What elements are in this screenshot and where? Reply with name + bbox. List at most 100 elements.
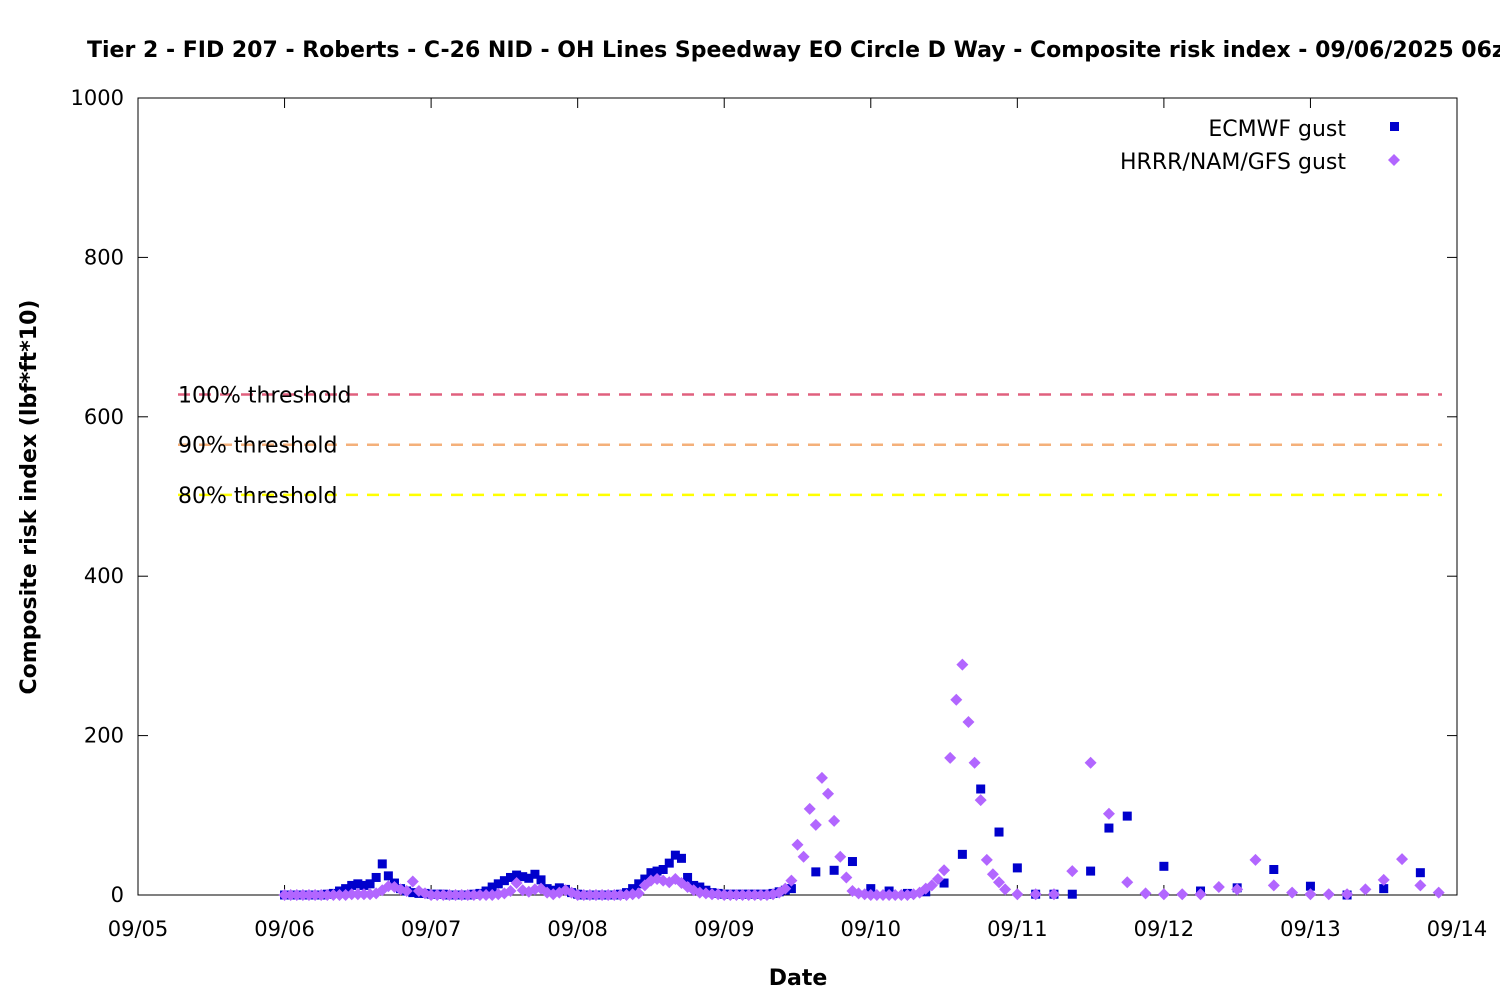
x-tick-label: 09/08: [547, 917, 608, 941]
hrrr-point: [608, 889, 621, 901]
hrrr-point: [1102, 807, 1115, 820]
threshold-lines: 100% threshold 90% threshold 80% threshold: [178, 383, 1442, 509]
ecmwf-point: [646, 868, 656, 878]
hrrr-point: [718, 889, 731, 901]
hrrr-point: [1377, 873, 1390, 886]
ecmwf-point: [866, 884, 876, 894]
hrrr-point: [577, 889, 590, 901]
ecmwf-point: [1415, 868, 1425, 878]
hrrr-point: [1121, 876, 1134, 889]
hrrr-point: [467, 889, 480, 901]
hrrr-point: [840, 871, 853, 884]
hrrr-point: [736, 889, 749, 901]
hrrr-point: [889, 889, 902, 901]
threshold-label: 90% threshold: [178, 434, 338, 459]
hrrr-point: [803, 802, 816, 815]
hrrr-point: [742, 889, 755, 901]
hrrr-point: [724, 889, 737, 901]
hrrr-point: [345, 888, 358, 901]
ecmwf-point: [505, 872, 515, 882]
hrrr-point: [461, 889, 474, 901]
hrrr-point: [302, 889, 315, 901]
hrrr-point: [986, 868, 999, 881]
hrrr-point: [931, 873, 944, 886]
hrrr-point: [589, 889, 602, 901]
hrrr-point: [1341, 888, 1354, 901]
x-tick-label: 09/06: [254, 917, 315, 941]
ecmwf-point: [1012, 863, 1022, 873]
hrrr-point: [1011, 888, 1024, 901]
hrrr-point: [944, 751, 957, 764]
data-points: [278, 658, 1445, 901]
y-axis-label: Composite risk index (lbf*ft*10): [17, 300, 42, 695]
x-tick-label: 09/10: [841, 917, 902, 941]
ecmwf-point: [408, 888, 418, 898]
hrrr-point: [1194, 888, 1207, 901]
hrrr-point: [1139, 887, 1152, 900]
hrrr-point: [351, 888, 364, 901]
ecmwf-point: [1104, 823, 1114, 833]
hrrr-point: [602, 889, 615, 901]
hrrr-point: [1267, 879, 1280, 892]
hrrr-point: [999, 883, 1012, 896]
ecmwf-point: [811, 867, 821, 877]
y-tick-label: 400: [84, 564, 124, 588]
x-tick-label: 09/09: [694, 917, 755, 941]
hrrr-point: [437, 889, 450, 901]
hrrr-point: [968, 756, 981, 769]
hrrr-point: [443, 889, 456, 901]
legend-hrrr-label: HRRR/NAM/GFS gust: [1120, 150, 1346, 175]
ecmwf-point: [1067, 889, 1077, 899]
hrrr-point: [309, 889, 322, 901]
hrrr-point: [480, 889, 493, 901]
hrrr-point: [1322, 888, 1335, 901]
chart-title: Tier 2 - FID 207 - Roberts - C-26 NID - …: [87, 38, 1500, 63]
hrrr-point: [791, 838, 804, 851]
hrrr-point: [956, 658, 969, 671]
hrrr-point: [1029, 888, 1042, 901]
hrrr-point: [425, 889, 438, 901]
hrrr-point: [571, 889, 584, 901]
hrrr-point: [406, 875, 419, 888]
hrrr-point: [864, 889, 877, 901]
hrrr-point: [284, 889, 297, 901]
hrrr-point: [400, 885, 413, 898]
hrrr-point: [797, 850, 810, 863]
y-axis-ticks: 0 200 400 600 800 1000: [71, 86, 1457, 907]
hrrr-point: [321, 889, 334, 901]
threshold-label: 100% threshold: [178, 383, 352, 408]
hrrr-point: [510, 877, 523, 890]
hrrr-point: [455, 889, 468, 901]
ecmwf-point: [1122, 811, 1132, 821]
legend-ecmwf-label: ECMWF gust: [1208, 117, 1346, 142]
ecmwf-point: [383, 871, 393, 881]
hrrr-point: [614, 889, 627, 901]
hrrr-point: [962, 716, 975, 729]
ecmwf-point: [664, 858, 674, 868]
ecmwf-point: [640, 874, 650, 884]
ecmwf-point: [499, 876, 509, 886]
y-tick-label: 600: [84, 405, 124, 429]
y-tick-label: 1000: [71, 86, 124, 110]
ecmwf-point: [670, 850, 680, 860]
x-tick-label: 09/13: [1280, 917, 1341, 941]
hrrr-point: [278, 889, 291, 901]
ecmwf-point: [365, 879, 375, 889]
hrrr-point: [834, 850, 847, 863]
x-tick-label: 09/11: [987, 917, 1048, 941]
hrrr-point: [883, 889, 896, 901]
ecmwf-point: [518, 872, 528, 882]
hrrr-point: [822, 787, 835, 800]
threshold-label: 80% threshold: [178, 484, 338, 509]
ecmwf-point: [1379, 884, 1389, 894]
ecmwf-point: [530, 869, 540, 879]
hrrr-point: [1414, 879, 1427, 892]
y-tick-label: 200: [84, 724, 124, 748]
ecmwf-point: [676, 853, 686, 863]
ecmwf-point: [683, 872, 693, 882]
hrrr-point: [1396, 853, 1409, 866]
ecmwf-point: [658, 864, 668, 874]
ecmwf-point: [512, 870, 522, 880]
ecmwf-point: [1305, 881, 1315, 891]
ecmwf-point: [359, 880, 369, 890]
